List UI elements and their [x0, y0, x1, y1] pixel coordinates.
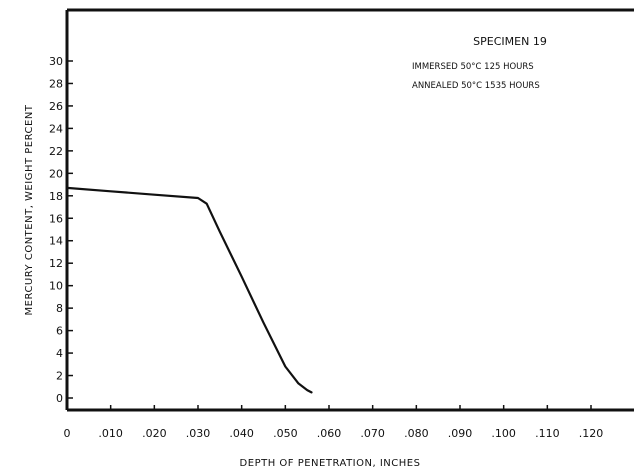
x-tick-label-.040: .040 [229, 427, 254, 440]
x-axis-title: DEPTH OF PENETRATION, INCHES [240, 458, 421, 469]
y-tick-label-28: 28 [49, 77, 63, 90]
y-tick-label-12: 12 [49, 257, 63, 270]
series-layer [65, 186, 313, 394]
y-tick-label-6: 6 [56, 325, 63, 338]
x-tick-label-.080: .080 [404, 427, 429, 440]
annotation-immersed: IMMERSED 50°C 125 HOURS [412, 62, 534, 72]
y-tick-label-20: 20 [49, 167, 63, 180]
y-tick-label-22: 22 [49, 145, 63, 158]
y-tick-label-0: 0 [56, 392, 63, 405]
x-tick-label-.100: .100 [491, 427, 516, 440]
y-tick-label-30: 30 [49, 55, 63, 68]
axes [65, 8, 634, 412]
x-tick-label-.090: .090 [448, 427, 473, 440]
annotation-specimen: SPECIMEN 19 [473, 35, 547, 48]
x-tick-label-.010: .010 [98, 427, 123, 440]
y-tick-label-2: 2 [56, 370, 63, 383]
x-tick-label-.120: .120 [579, 427, 604, 440]
x-tick-label-.060: .060 [317, 427, 342, 440]
annotation-annealed: ANNEALED 50°C 1535 HOURS [412, 81, 540, 91]
y-tick-label-8: 8 [56, 302, 63, 315]
y-tick-label-18: 18 [49, 190, 63, 203]
y-tick-label-4: 4 [56, 347, 63, 360]
y-tick-label-10: 10 [49, 280, 63, 293]
series-line-0 [65, 186, 313, 394]
x-tick-label-.020: .020 [142, 427, 167, 440]
y-axis-title: MERCURY CONTENT, WEIGHT PERCENT [24, 104, 35, 315]
x-tick-label-0: 0 [64, 427, 71, 440]
x-tick-label-.050: .050 [273, 427, 298, 440]
x-tick-label-.070: .070 [360, 427, 385, 440]
y-tick-label-26: 26 [49, 100, 63, 113]
y-tick-label-24: 24 [49, 122, 63, 135]
y-tick-label-14: 14 [49, 235, 63, 248]
y-tick-label-16: 16 [49, 212, 63, 225]
x-tick-label-.030: .030 [186, 427, 211, 440]
x-tick-label-.110: .110 [535, 427, 560, 440]
x-ticks: 0 .010 .020 .030 .040 .050 .060 .070 .080 .090 .10… [64, 405, 604, 440]
